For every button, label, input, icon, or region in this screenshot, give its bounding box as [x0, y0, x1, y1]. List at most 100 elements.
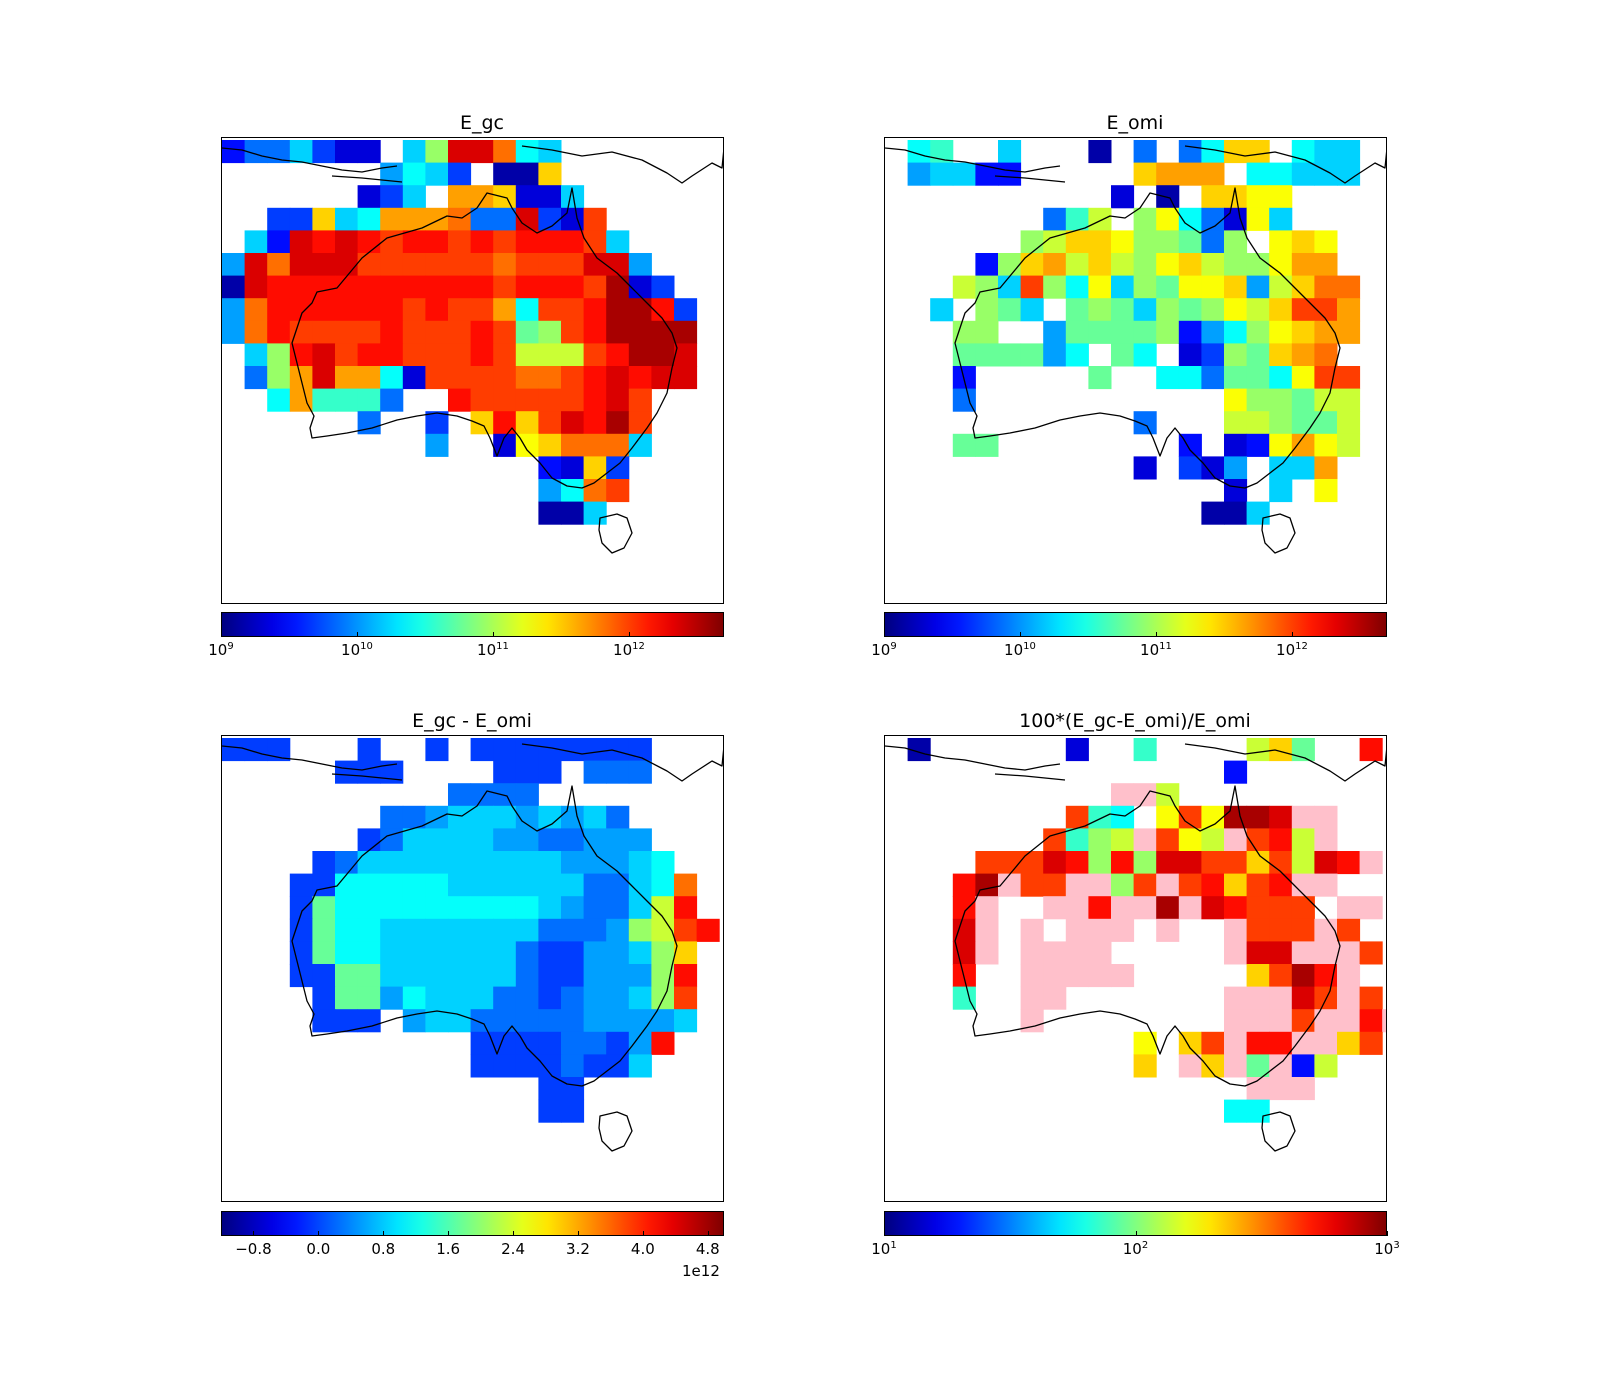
heatmap-cell: [1224, 230, 1248, 254]
heatmap-cell: [335, 941, 359, 965]
heatmap-cell: [402, 275, 426, 299]
heatmap-cell: [425, 298, 449, 322]
heatmap-grid: [222, 140, 723, 554]
colorbar-tickmark: [1155, 632, 1157, 637]
heatmap-cell: [470, 1009, 494, 1033]
heatmap-cell: [606, 320, 630, 344]
heatmap-cell: [583, 828, 607, 852]
heatmap-cell: [606, 411, 630, 435]
heatmap-cell: [470, 828, 494, 852]
heatmap-cell: [1065, 275, 1089, 299]
heatmap-cell: [1178, 366, 1202, 390]
heatmap-cell: [1088, 230, 1112, 254]
heatmap-cell: [674, 918, 698, 942]
heatmap-cell: [335, 1009, 359, 1033]
heatmap-cell: [1201, 185, 1225, 209]
heatmap-cell: [357, 411, 381, 435]
heatmap-cell: [1065, 964, 1089, 988]
heatmap-cell: [538, 828, 562, 852]
heatmap-cell: [561, 828, 585, 852]
heatmap-cell: [1246, 253, 1270, 277]
heatmap-cell: [1224, 1031, 1248, 1055]
heatmap-cell: [1224, 366, 1248, 390]
heatmap-cell: [1246, 388, 1270, 412]
heatmap-cell: [1065, 896, 1089, 920]
heatmap-cell: [222, 320, 246, 344]
heatmap-cell: [998, 851, 1022, 875]
heatmap-cell: [1224, 433, 1248, 457]
heatmap-cell: [998, 162, 1022, 186]
heatmap-cell: [335, 298, 359, 322]
heatmap-cell: [538, 366, 562, 390]
colorbar-tick-label: 1011: [1140, 641, 1172, 659]
heatmap-cell: [1291, 298, 1315, 322]
coastline-islands: [521, 145, 723, 184]
heatmap-cell: [1133, 162, 1157, 186]
heatmap-cell: [952, 320, 976, 344]
heatmap-cell: [1065, 873, 1089, 897]
heatmap-cell: [312, 140, 336, 164]
heatmap-cell: [1246, 1009, 1270, 1033]
heatmap-cell: [561, 253, 585, 277]
heatmap-cell: [1337, 388, 1361, 412]
heatmap-cell: [975, 873, 999, 897]
heatmap-cell: [1133, 1031, 1157, 1055]
heatmap-cell: [1178, 343, 1202, 367]
heatmap-cell: [561, 1009, 585, 1033]
heatmap-cell: [380, 986, 404, 1010]
heatmap-cell: [470, 964, 494, 988]
heatmap-cell: [606, 1031, 630, 1055]
heatmap-cell: [1269, 185, 1293, 209]
heatmap-cell: [583, 230, 607, 254]
heatmap-cell: [1133, 896, 1157, 920]
heatmap-cell: [1043, 873, 1067, 897]
heatmap-cell: [1246, 1031, 1270, 1055]
heatmap-cell: [357, 760, 381, 784]
heatmap-cell: [561, 851, 585, 875]
heatmap-cell: [1269, 433, 1293, 457]
heatmap-cell: [952, 873, 976, 897]
colorbar-tick-label: 1012: [613, 641, 645, 659]
heatmap-grid: [885, 140, 1386, 554]
heatmap-cell: [1314, 366, 1338, 390]
heatmap-cell: [1314, 433, 1338, 457]
heatmap-cell: [1020, 343, 1044, 367]
heatmap-cell: [357, 896, 381, 920]
heatmap-cell: [583, 343, 607, 367]
heatmap-cell: [583, 1031, 607, 1055]
heatmap-cell: [1246, 433, 1270, 457]
colorbar-tickmark: [492, 632, 494, 637]
heatmap-cell: [538, 918, 562, 942]
heatmap-cell: [1178, 140, 1202, 164]
heatmap-cell: [1088, 805, 1112, 829]
heatmap-cell: [606, 366, 630, 390]
coastline-tasmania: [598, 513, 633, 554]
heatmap-cell: [267, 388, 291, 412]
heatmap-cell: [1269, 366, 1293, 390]
heatmap-cell: [312, 253, 336, 277]
heatmap-cell: [1088, 275, 1112, 299]
heatmap-cell: [538, 851, 562, 875]
heatmap-cell: [674, 1009, 698, 1033]
heatmap-cell: [448, 388, 472, 412]
heatmap-cell: [1156, 851, 1180, 875]
heatmap-cell: [425, 941, 449, 965]
heatmap-cell: [1246, 298, 1270, 322]
heatmap-cell: [538, 501, 562, 525]
heatmap-cell: [425, 433, 449, 457]
heatmap-cell: [470, 918, 494, 942]
heatmap-cell: [1269, 320, 1293, 344]
heatmap-cell: [425, 964, 449, 988]
heatmap-cell: [515, 207, 539, 231]
heatmap-cell: [628, 760, 652, 784]
heatmap-cell: [1314, 805, 1338, 829]
heatmap-cell: [561, 873, 585, 897]
heatmap-cell: [606, 230, 630, 254]
heatmap-cell: [583, 986, 607, 1010]
heatmap-cell: [289, 343, 313, 367]
heatmap-cell: [448, 828, 472, 852]
heatmap-cell: [1201, 456, 1225, 480]
heatmap-cell: [312, 275, 336, 299]
heatmap-cell: [267, 140, 291, 164]
heatmap-cell: [1337, 941, 1361, 965]
